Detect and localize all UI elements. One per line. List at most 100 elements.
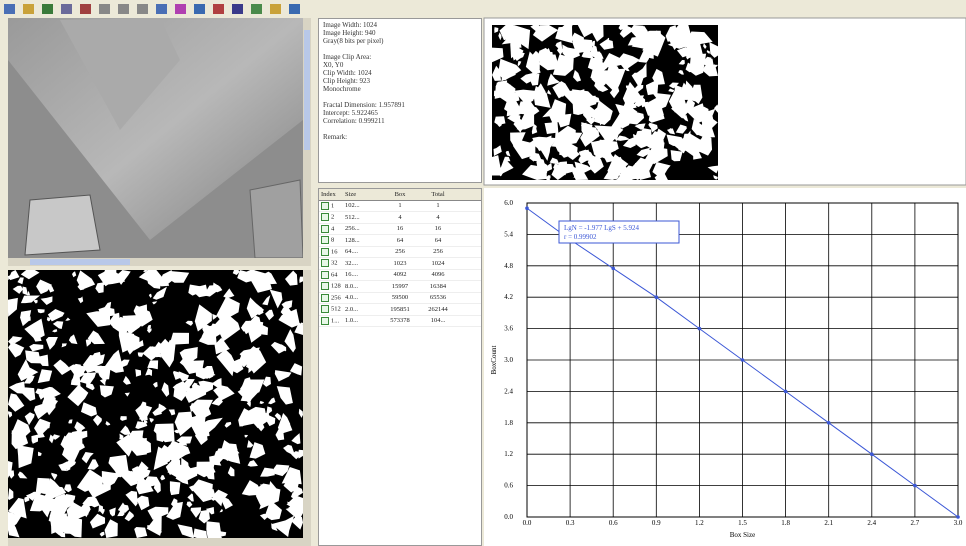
v-scrollbar[interactable] <box>303 18 311 266</box>
cell-text: 102... <box>345 202 360 209</box>
toolbar-button[interactable] <box>42 4 53 14</box>
texture <box>18 472 28 479</box>
texture <box>147 328 152 333</box>
texture <box>143 476 161 487</box>
texture <box>669 28 692 47</box>
texture <box>611 109 634 129</box>
texture <box>648 123 653 129</box>
texture <box>618 173 633 180</box>
texture <box>594 72 608 91</box>
texture <box>39 394 47 400</box>
texture <box>188 284 200 295</box>
texture <box>199 490 205 496</box>
cell-text: 64 <box>397 237 404 244</box>
texture <box>241 420 244 427</box>
binary-image <box>8 270 303 538</box>
texture <box>147 525 150 530</box>
texture <box>195 365 216 380</box>
texture <box>95 282 103 293</box>
texture <box>255 422 264 431</box>
texture <box>118 502 129 512</box>
toolbar-button[interactable] <box>61 4 72 14</box>
texture <box>23 287 29 296</box>
toolbar-button[interactable] <box>99 4 110 14</box>
toolbar-button[interactable] <box>175 4 186 14</box>
checkbox[interactable] <box>321 282 329 290</box>
info-line: Image Height: 940 <box>323 29 477 37</box>
toolbar-button[interactable] <box>137 4 148 14</box>
toolbar-button[interactable] <box>213 4 224 14</box>
texture <box>220 323 225 328</box>
texture <box>671 25 691 36</box>
h-scrollbar[interactable] <box>8 538 303 546</box>
toolbar-button[interactable] <box>194 4 205 14</box>
texture <box>146 275 162 289</box>
texture <box>700 107 709 117</box>
toolbar-button[interactable] <box>270 4 281 14</box>
toolbar-button[interactable] <box>251 4 262 14</box>
texture <box>286 506 303 519</box>
checkbox[interactable] <box>321 259 329 267</box>
cell-text: 59500 <box>392 294 408 301</box>
texture <box>545 163 552 172</box>
checkbox[interactable] <box>321 236 329 244</box>
texture <box>524 113 528 119</box>
texture <box>116 434 134 456</box>
checkbox[interactable] <box>321 317 329 325</box>
texture <box>669 83 679 89</box>
data-point <box>741 358 745 362</box>
checkbox[interactable] <box>321 271 329 279</box>
texture <box>8 411 12 418</box>
texture <box>141 402 146 408</box>
texture <box>134 527 147 538</box>
texture <box>284 329 295 352</box>
texture <box>163 445 188 463</box>
toolbar-button[interactable] <box>118 4 129 14</box>
texture <box>524 144 534 153</box>
toolbar-button[interactable] <box>156 4 167 14</box>
texture <box>198 381 213 394</box>
texture <box>666 25 678 42</box>
toolbar <box>0 0 966 18</box>
texture <box>492 157 498 164</box>
texture <box>634 163 645 174</box>
texture <box>135 369 141 377</box>
toolbar-button[interactable] <box>289 4 300 14</box>
scroll-thumb[interactable] <box>30 259 130 265</box>
cell-text: 32.... <box>345 260 358 267</box>
texture <box>688 44 700 54</box>
texture <box>635 27 641 36</box>
y-tick-label: 0.6 <box>504 482 513 490</box>
texture <box>606 38 609 41</box>
checkbox[interactable] <box>321 225 329 233</box>
toolbar-button[interactable] <box>80 4 91 14</box>
checkbox[interactable] <box>321 294 329 302</box>
table-cell: 32.... <box>345 260 381 267</box>
texture <box>604 148 617 162</box>
texture <box>611 169 619 180</box>
texture <box>492 66 501 81</box>
toolbar-button[interactable] <box>232 4 243 14</box>
texture <box>703 43 707 49</box>
y-tick-label: 3.0 <box>504 356 513 364</box>
texture <box>61 496 73 508</box>
texture <box>708 166 718 174</box>
checkbox[interactable] <box>321 305 329 313</box>
texture <box>67 505 83 519</box>
scroll-thumb[interactable] <box>304 30 310 150</box>
toolbar-button[interactable] <box>4 4 15 14</box>
texture <box>165 440 190 457</box>
texture <box>87 459 98 469</box>
fit-plot: 0.00.30.60.91.21.51.82.12.42.73.00.00.61… <box>484 188 966 546</box>
texture <box>43 425 50 430</box>
checkbox[interactable] <box>321 213 329 221</box>
texture <box>642 49 654 59</box>
checkbox[interactable] <box>321 248 329 256</box>
texture <box>201 464 214 473</box>
toolbar-button[interactable] <box>23 4 34 14</box>
texture <box>557 161 567 175</box>
h-scrollbar[interactable] <box>8 258 303 266</box>
texture <box>524 100 534 113</box>
checkbox[interactable] <box>321 202 329 210</box>
v-scrollbar[interactable] <box>303 270 311 546</box>
